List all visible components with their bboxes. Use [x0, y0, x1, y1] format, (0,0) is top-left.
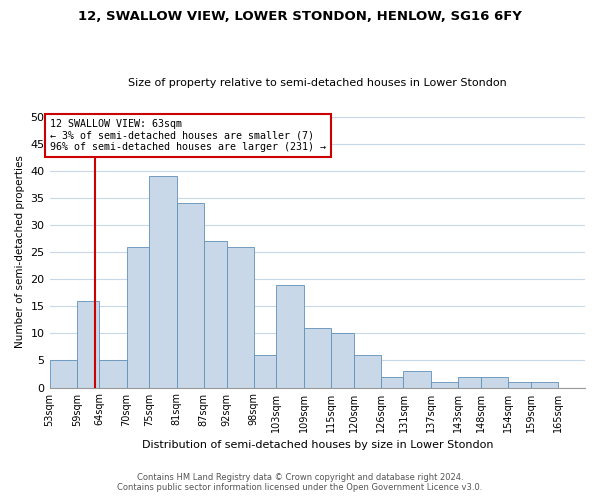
Bar — [458, 376, 481, 388]
Text: 12, SWALLOW VIEW, LOWER STONDON, HENLOW, SG16 6FY: 12, SWALLOW VIEW, LOWER STONDON, HENLOW,… — [78, 10, 522, 23]
Bar — [277, 284, 304, 388]
Bar — [304, 328, 331, 388]
Bar — [100, 360, 127, 388]
Bar — [127, 246, 149, 388]
Bar — [381, 376, 403, 388]
Bar — [149, 176, 176, 388]
Bar — [50, 360, 77, 388]
Bar — [431, 382, 458, 388]
Text: Contains HM Land Registry data © Crown copyright and database right 2024.
Contai: Contains HM Land Registry data © Crown c… — [118, 473, 482, 492]
Bar — [403, 372, 431, 388]
Bar — [176, 204, 204, 388]
Bar — [508, 382, 530, 388]
Text: 12 SWALLOW VIEW: 63sqm
← 3% of semi-detached houses are smaller (7)
96% of semi-: 12 SWALLOW VIEW: 63sqm ← 3% of semi-deta… — [50, 120, 326, 152]
Bar — [77, 301, 100, 388]
Y-axis label: Number of semi-detached properties: Number of semi-detached properties — [15, 156, 25, 348]
Title: Size of property relative to semi-detached houses in Lower Stondon: Size of property relative to semi-detach… — [128, 78, 506, 88]
X-axis label: Distribution of semi-detached houses by size in Lower Stondon: Distribution of semi-detached houses by … — [142, 440, 493, 450]
Bar — [481, 376, 508, 388]
Bar — [254, 355, 277, 388]
Bar — [331, 334, 353, 388]
Bar — [204, 241, 227, 388]
Bar — [353, 355, 381, 388]
Bar — [530, 382, 558, 388]
Bar — [227, 246, 254, 388]
